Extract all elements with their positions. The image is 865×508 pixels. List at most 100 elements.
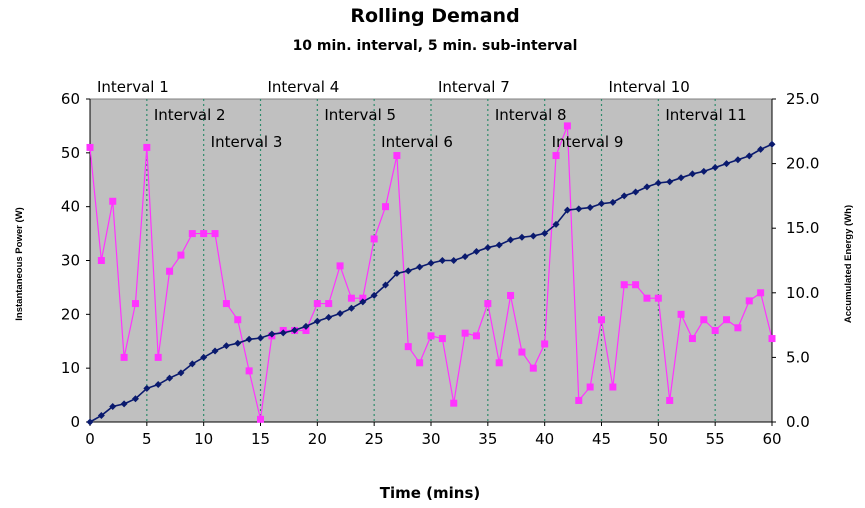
power-point [529, 364, 537, 372]
y-right-tick-label: 20.0 [786, 155, 819, 173]
power-point [336, 262, 344, 270]
energy-point [291, 326, 299, 334]
interval-label-6: Interval 6 [381, 133, 453, 151]
energy-point [86, 418, 94, 426]
chart-subtitle: 10 min. interval, 5 min. sub-interval [293, 38, 578, 54]
y-left-tick-label: 50 [61, 144, 80, 162]
x-tick-label: 15 [251, 430, 270, 448]
energy-point [382, 281, 390, 289]
energy-point [507, 236, 515, 244]
power-point [541, 340, 549, 348]
energy-point [745, 152, 753, 160]
power-point [188, 230, 196, 238]
energy-point [586, 204, 594, 212]
energy-point [166, 374, 174, 382]
power-point [302, 326, 310, 334]
power-point [177, 251, 185, 259]
power-point [450, 399, 458, 407]
energy-point [120, 400, 128, 408]
energy-point [575, 205, 583, 213]
power-point [382, 203, 390, 211]
power-point [154, 353, 162, 361]
x-tick-label: 25 [365, 430, 384, 448]
energy-point [450, 257, 458, 264]
power-point [222, 300, 230, 308]
x-tick-label: 30 [421, 430, 440, 448]
power-point [245, 367, 253, 375]
y-right-tick-label: 5.0 [786, 348, 810, 366]
power-point [257, 415, 264, 423]
x-tick-label: 20 [308, 430, 327, 448]
power-point [404, 343, 412, 351]
energy-point [393, 269, 401, 277]
energy-point [416, 263, 424, 271]
power-point [211, 230, 219, 238]
energy-point [404, 267, 412, 275]
power-point [711, 326, 719, 334]
energy-point [495, 241, 503, 249]
power-point [586, 383, 594, 391]
energy-point [336, 309, 344, 317]
energy-point [734, 156, 742, 164]
energy-point [268, 330, 276, 338]
energy-point [427, 259, 435, 267]
energy-point [666, 178, 674, 186]
interval-label-7: Interval 7 [438, 78, 510, 96]
power-point [723, 316, 731, 324]
power-point [131, 300, 139, 308]
power-point [632, 281, 640, 289]
x-tick-label: 55 [706, 430, 725, 448]
power-point [563, 122, 571, 130]
power-point [552, 152, 560, 160]
power-point [427, 332, 435, 340]
x-tick-label: 60 [762, 430, 781, 448]
x-tick-label: 45 [592, 430, 611, 448]
power-point [234, 316, 242, 324]
power-point [757, 289, 765, 297]
energy-point [200, 353, 208, 361]
energy-point [563, 206, 571, 214]
energy-point [143, 384, 151, 392]
energy-point [177, 369, 185, 377]
energy-point [529, 232, 537, 240]
power-point [518, 348, 526, 356]
energy-point [279, 329, 287, 337]
power-point [97, 257, 105, 264]
energy-point [131, 395, 139, 403]
x-tick-label: 35 [478, 430, 497, 448]
power-point [575, 396, 583, 404]
x-axis-label: Time (mins) [380, 484, 481, 502]
energy-point [438, 257, 446, 264]
power-point [370, 235, 378, 243]
y-axis-left-label: Instantaneous Power (W) [14, 207, 25, 320]
y-left-tick-label: 40 [61, 198, 80, 216]
energy-point [643, 183, 651, 191]
chart-title: Rolling Demand [350, 5, 519, 27]
power-point [700, 316, 708, 324]
y-left-tick-label: 30 [61, 252, 80, 270]
energy-point [757, 145, 765, 153]
power-point [313, 300, 321, 308]
power-point [325, 300, 333, 308]
interval-label-10: Interval 10 [609, 78, 690, 96]
interval-label-5: Interval 5 [324, 106, 396, 124]
energy-point [620, 192, 628, 200]
interval-label-3: Interval 3 [211, 133, 283, 151]
power-point [484, 300, 492, 308]
power-point [200, 230, 208, 238]
y-right-tick-label: 0.0 [786, 413, 810, 431]
energy-point [609, 198, 617, 206]
y-right-tick-label: 15.0 [786, 219, 819, 237]
energy-point [347, 304, 355, 312]
energy-point [211, 347, 219, 355]
energy-point [472, 247, 480, 255]
power-point [507, 291, 515, 299]
y-left-tick-label: 10 [61, 359, 80, 377]
energy-point [461, 253, 469, 261]
power-point [359, 294, 367, 302]
interval-label-1: Interval 1 [97, 78, 169, 96]
power-point [609, 383, 617, 391]
energy-point [654, 179, 662, 187]
power-point [438, 335, 446, 343]
